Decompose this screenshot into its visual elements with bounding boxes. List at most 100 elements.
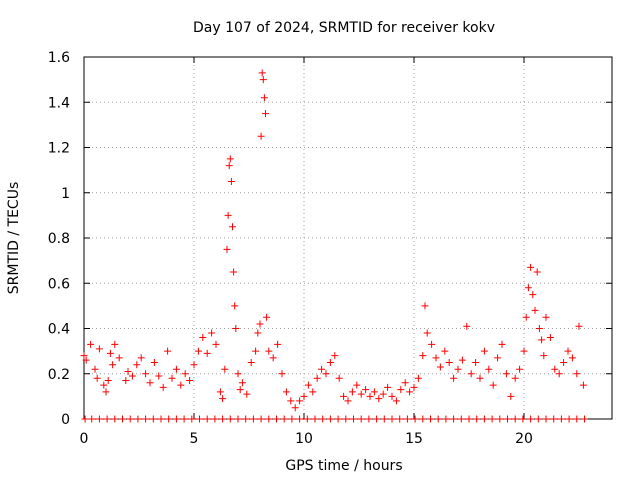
data-point (565, 415, 573, 423)
data-point (208, 329, 216, 337)
data-point (350, 415, 357, 423)
data-point (212, 340, 220, 348)
data-point (322, 370, 330, 378)
data-point (436, 363, 444, 371)
data-point (557, 415, 565, 423)
y-tick-label: 0.8 (48, 231, 70, 247)
data-point (445, 358, 453, 366)
data-point (527, 415, 535, 423)
data-point (406, 388, 414, 396)
data-point (230, 268, 238, 276)
data-point (186, 377, 194, 385)
y-tick-label: 1 (61, 186, 70, 202)
data-point (150, 358, 158, 366)
data-point (203, 349, 211, 357)
data-point (80, 352, 88, 360)
y-tick-label: 1.2 (48, 141, 70, 157)
data-point (522, 313, 530, 321)
data-point (340, 392, 348, 400)
data-point (102, 388, 110, 396)
data-point (550, 415, 558, 423)
axis-tick-labels: 0 0.2 0.4 0.6 0.8 1 1.2 1.4 1.6 0 5 10 15 20 (48, 50, 533, 447)
data-point (133, 361, 141, 369)
data-point (373, 415, 381, 423)
data-point (365, 415, 373, 423)
x-tick-label: 20 (515, 431, 533, 447)
data-points (80, 69, 588, 423)
data-point (342, 415, 350, 423)
data-point (423, 329, 431, 337)
data-point (414, 374, 422, 382)
data-point (465, 415, 473, 423)
data-point (434, 415, 442, 423)
data-point (344, 397, 352, 405)
data-point (476, 374, 484, 382)
data-point (238, 379, 246, 387)
data-point (155, 372, 163, 380)
data-point (362, 386, 370, 394)
y-tick-label: 0.6 (48, 276, 70, 292)
data-point (159, 383, 167, 391)
data-point (370, 388, 378, 396)
data-point (231, 302, 239, 310)
data-point (380, 415, 388, 423)
data-point (535, 325, 543, 332)
data-point (247, 358, 255, 366)
data-point (473, 415, 481, 423)
data-point (234, 370, 242, 378)
data-point (168, 374, 176, 382)
data-point (573, 370, 581, 378)
data-point (134, 415, 142, 423)
data-point (103, 415, 111, 423)
data-point (181, 370, 189, 378)
data-point (326, 358, 334, 366)
data-point (480, 347, 488, 355)
data-point (291, 404, 299, 412)
data-point (194, 347, 202, 355)
data-point (397, 386, 405, 394)
y-tick-label: 0.2 (48, 367, 70, 383)
data-point (427, 415, 434, 423)
data-point (442, 415, 450, 423)
data-point (511, 415, 519, 423)
data-point (311, 415, 319, 423)
data-point (211, 415, 219, 423)
data-point (388, 415, 396, 423)
data-point (555, 370, 563, 378)
data-point (219, 395, 227, 403)
data-point (396, 415, 404, 423)
data-point (87, 340, 95, 348)
data-point (223, 245, 231, 253)
data-point (467, 370, 475, 378)
data-point (392, 397, 400, 405)
data-point (188, 415, 196, 423)
data-point (226, 415, 234, 423)
data-point (303, 415, 311, 423)
data-point (579, 381, 587, 389)
data-point (546, 334, 554, 342)
data-point (82, 356, 90, 364)
data-point (219, 415, 227, 423)
y-tick-label: 1.4 (48, 95, 70, 111)
data-point (335, 374, 343, 382)
data-point (100, 381, 108, 389)
data-point (375, 395, 383, 403)
data-point (259, 76, 267, 84)
data-point (199, 334, 207, 342)
data-point (224, 211, 232, 219)
data-point (282, 388, 290, 396)
data-point (177, 381, 185, 389)
data-point (502, 370, 510, 378)
data-point (265, 415, 273, 423)
data-point (450, 374, 458, 382)
data-point (441, 347, 449, 355)
data-point (457, 415, 465, 423)
data-point (142, 370, 150, 378)
data-point (296, 397, 304, 405)
data-point (216, 388, 224, 396)
data-point (234, 415, 242, 423)
data-point (454, 365, 462, 373)
y-axis-label: SRMTID / TECUs (6, 182, 22, 295)
y-tick-label: 1.6 (48, 50, 70, 66)
